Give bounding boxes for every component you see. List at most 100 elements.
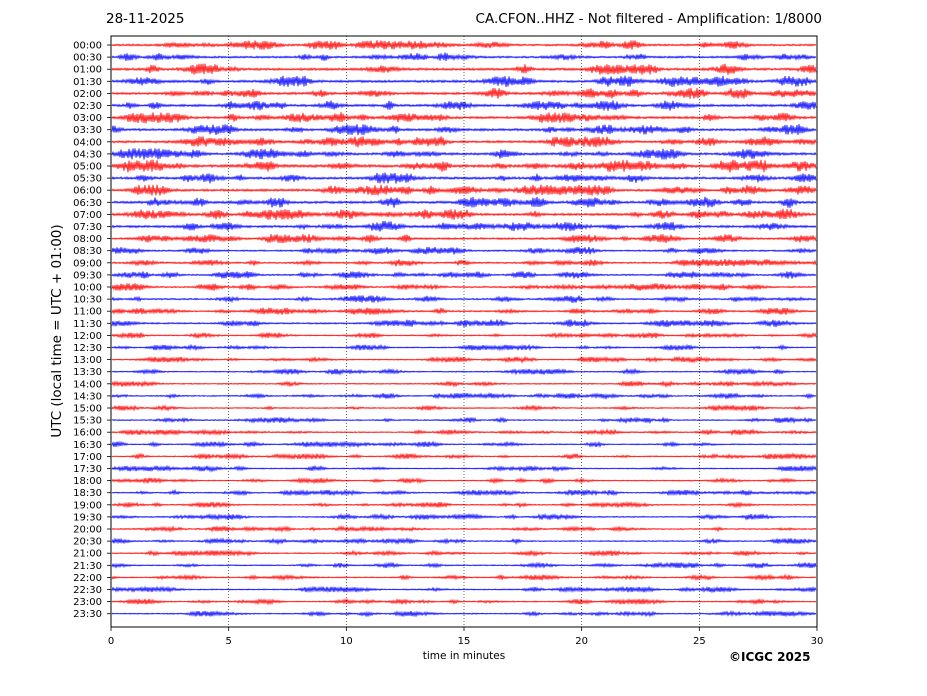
y-tick-label: 11:30 <box>73 319 102 330</box>
y-tick-label: 00:30 <box>73 53 102 64</box>
trace-row-0100 <box>111 63 817 75</box>
x-axis-label: time in minutes <box>422 650 506 662</box>
trace-row-0330 <box>111 124 817 136</box>
trace-row-1000 <box>111 283 817 291</box>
y-tick-label: 21:30 <box>73 561 102 572</box>
trace-row-2000 <box>111 524 817 533</box>
y-tick-label: 02:00 <box>73 89 102 100</box>
x-axis: 0 5 10 15 20 25 30 <box>108 627 824 647</box>
trace-row-0300 <box>111 112 817 124</box>
trace-row-2030 <box>111 537 817 546</box>
y-tick-label: 13:00 <box>73 355 102 366</box>
chart-title: CA.CFON..HHZ - Not filtered - Amplificat… <box>475 11 822 27</box>
y-tick-label: 14:00 <box>73 379 102 390</box>
y-tick-label: 19:30 <box>73 512 102 523</box>
trace-row-2200 <box>111 573 817 582</box>
y-tick-label: 04:00 <box>73 137 102 148</box>
y-tick-label: 07:30 <box>73 222 102 233</box>
y-tick-label: 23:00 <box>73 597 102 608</box>
trace-row-2230 <box>111 585 817 594</box>
y-tick-label: 11:00 <box>73 307 102 318</box>
y-tick-label: 20:00 <box>73 525 102 536</box>
y-tick-label: 17:00 <box>73 452 102 463</box>
y-tick-label: 16:00 <box>73 428 102 439</box>
y-axis: 00:0000:3001:0001:3002:0002:3003:0003:30… <box>73 41 111 620</box>
y-tick-label: 12:30 <box>73 343 102 354</box>
trace-row-2130 <box>111 561 817 570</box>
y-tick-label: 05:30 <box>73 174 102 185</box>
x-tick-label: 30 <box>811 636 824 647</box>
x-tick-label: 20 <box>575 636 588 647</box>
y-tick-label: 00:00 <box>73 41 102 52</box>
trace-row-0730 <box>111 220 817 232</box>
y-tick-label: 15:00 <box>73 404 102 415</box>
trace-row-0200 <box>111 87 817 99</box>
grid-group <box>228 36 700 627</box>
y-tick-label: 06:30 <box>73 198 102 209</box>
x-tick-label: 25 <box>693 636 706 647</box>
x-tick-label: 5 <box>225 636 231 647</box>
trace-row-1930 <box>111 512 817 521</box>
trace-row-0030 <box>111 52 817 62</box>
y-tick-label: 07:00 <box>73 210 102 221</box>
y-tick-label: 09:30 <box>73 270 102 281</box>
trace-row-0800 <box>111 234 817 244</box>
trace-row-1130 <box>111 319 817 328</box>
trace-row-2100 <box>111 549 817 558</box>
y-tick-label: 02:30 <box>73 101 102 112</box>
y-tick-label: 12:00 <box>73 331 102 342</box>
trace-row-0230 <box>111 100 817 111</box>
y-tick-label: 18:30 <box>73 488 102 499</box>
trace-row-0400 <box>111 136 817 148</box>
y-tick-label: 18:00 <box>73 476 102 487</box>
y-tick-label: 14:30 <box>73 391 102 402</box>
y-tick-label: 03:00 <box>73 113 102 124</box>
trace-row-1830 <box>111 488 817 497</box>
trace-row-1030 <box>111 295 817 304</box>
trace-row-0930 <box>111 271 817 279</box>
trace-row-1530 <box>111 416 817 425</box>
y-tick-label: 03:30 <box>73 125 102 136</box>
trace-row-1100 <box>111 307 817 315</box>
y-tick-label: 04:30 <box>73 149 102 160</box>
copyright-label: ©ICGC 2025 <box>729 650 811 664</box>
trace-row-1730 <box>111 464 817 473</box>
y-tick-label: 22:00 <box>73 573 102 584</box>
y-tick-label: 01:00 <box>73 65 102 76</box>
y-tick-label: 10:30 <box>73 295 102 306</box>
trace-row-0630 <box>111 196 817 208</box>
trace-row-1900 <box>111 500 817 509</box>
y-tick-label: 06:00 <box>73 186 102 197</box>
y-tick-label: 20:30 <box>73 537 102 548</box>
y-tick-label: 08:00 <box>73 234 102 245</box>
trace-row-0530 <box>111 172 817 184</box>
trace-row-0900 <box>111 258 817 267</box>
y-tick-label: 21:00 <box>73 549 102 560</box>
trace-group <box>111 40 817 618</box>
y-tick-label: 05:00 <box>73 162 102 173</box>
y-tick-label: 09:00 <box>73 258 102 269</box>
trace-row-0830 <box>111 246 817 255</box>
x-tick-label: 0 <box>108 636 114 647</box>
x-tick-label: 10 <box>340 636 353 647</box>
trace-row-1200 <box>111 331 817 340</box>
trace-row-1430 <box>111 392 817 401</box>
y-tick-label: 01:30 <box>73 77 102 88</box>
y-tick-label: 22:30 <box>73 585 102 596</box>
y-tick-label: 16:30 <box>73 440 102 451</box>
date-label: 28-11-2025 <box>106 11 185 27</box>
x-tick-label: 15 <box>458 636 471 647</box>
y-tick-label: 15:30 <box>73 416 102 427</box>
trace-row-1300 <box>111 355 817 364</box>
y-tick-label: 19:00 <box>73 500 102 511</box>
trace-row-2300 <box>111 597 817 606</box>
y-tick-label: 17:30 <box>73 464 102 475</box>
trace-row-2330 <box>111 609 817 618</box>
trace-row-0430 <box>111 148 817 160</box>
y-tick-label: 10:00 <box>73 283 102 294</box>
trace-row-0600 <box>111 184 817 196</box>
trace-row-0500 <box>111 159 817 173</box>
trace-row-1700 <box>111 452 817 461</box>
trace-row-0700 <box>111 208 817 220</box>
